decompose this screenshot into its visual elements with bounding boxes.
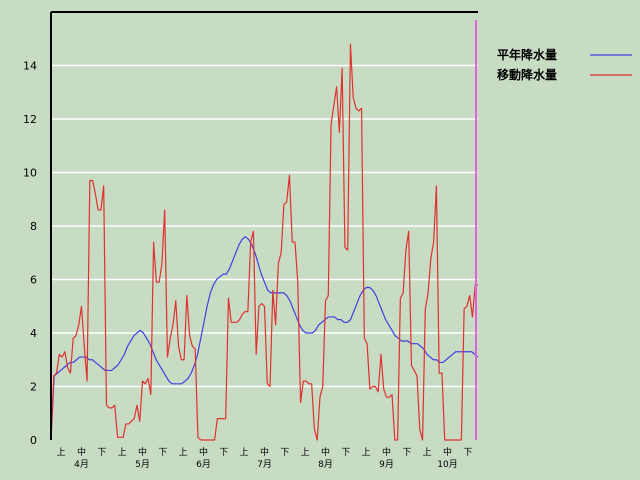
y-tick-label: 8 xyxy=(30,220,37,233)
x-month-label: 7月 xyxy=(257,459,272,470)
x-sub-label: 中 xyxy=(321,446,330,458)
series-line-1 xyxy=(50,236,479,441)
x-sub-label: 中 xyxy=(77,446,86,458)
x-month-label: 8月 xyxy=(318,459,333,470)
x-sub-label: 中 xyxy=(382,446,391,458)
x-sub-label: 上 xyxy=(423,447,432,458)
y-tick-label: 2 xyxy=(30,381,37,394)
x-sub-label: 上 xyxy=(118,447,127,458)
x-sub-label: 下 xyxy=(463,448,472,458)
x-sub-label: 中 xyxy=(260,446,269,458)
x-sub-label: 上 xyxy=(240,447,249,458)
x-sub-label: 下 xyxy=(280,448,289,458)
x-month-label: 4月 xyxy=(74,459,89,470)
axes xyxy=(50,11,478,440)
y-tick-label: 14 xyxy=(23,60,37,73)
x-axis-ticks: 上中下上中下上中下上中下上中下上中下上中下4月 5月 6月 7月 8月 9月 10月 xyxy=(57,446,473,470)
legend-label: 平年降水量 xyxy=(497,47,557,62)
x-sub-label: 上 xyxy=(57,447,66,458)
x-sub-label: 下 xyxy=(158,448,167,458)
x-sub-label: 中 xyxy=(443,446,452,458)
y-tick-label: 6 xyxy=(30,274,37,287)
x-sub-label: 上 xyxy=(301,447,310,458)
x-sub-label: 中 xyxy=(199,446,208,458)
x-sub-label: 上 xyxy=(362,447,371,458)
series-lines xyxy=(50,20,479,441)
x-sub-label: 下 xyxy=(402,448,411,458)
x-month-label: 5月 xyxy=(135,459,150,470)
x-month-label: 10月 xyxy=(437,459,457,470)
legend-label: 移動降水量 xyxy=(497,67,557,82)
x-sub-label: 下 xyxy=(97,448,106,458)
series-line-2 xyxy=(50,43,478,441)
y-tick-label: 12 xyxy=(23,113,37,126)
y-tick-label: 10 xyxy=(23,167,37,180)
x-sub-label: 下 xyxy=(219,448,228,458)
x-sub-label: 中 xyxy=(138,446,147,458)
y-tick-label: 0 xyxy=(30,434,37,447)
y-axis-ticks: 0 2 4 6 8 10 12 14 xyxy=(23,60,37,448)
x-month-label: 6月 xyxy=(196,459,211,470)
x-sub-label: 上 xyxy=(179,447,188,458)
y-tick-label: 4 xyxy=(30,327,37,340)
x-sub-label: 下 xyxy=(341,448,350,458)
x-month-label: 9月 xyxy=(379,459,394,470)
grid-lines xyxy=(51,64,478,388)
